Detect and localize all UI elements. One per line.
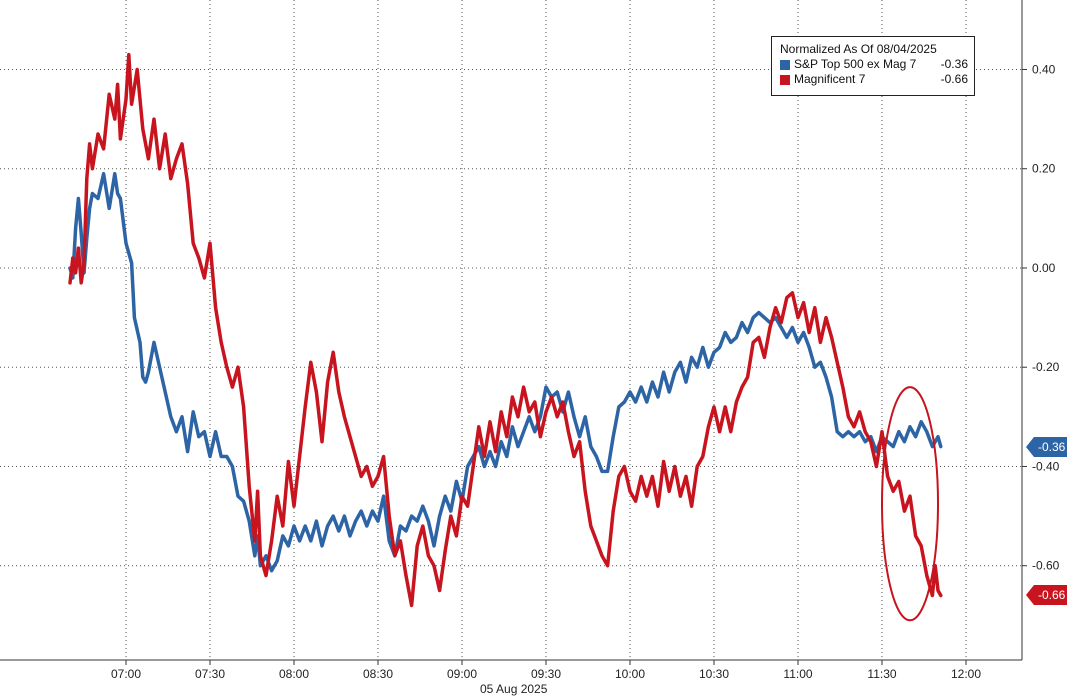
legend-title: Normalized As Of 08/04/2025 — [780, 42, 937, 56]
y-tick-label: 0.20 — [1032, 162, 1056, 176]
y-tick-label: 0.40 — [1032, 62, 1056, 76]
y-tick-label: -0.60 — [1032, 559, 1060, 573]
x-tick-label: 09:00 — [447, 667, 477, 681]
legend-entry-sp500-ex-mag7: S&P Top 500 ex Mag 7 -0.36 — [780, 57, 968, 72]
series-layer — [68, 52, 943, 608]
x-axis-tick-labels: 07:00 07:30 08:00 08:30 09:00 09:30 10:00 10:30… — [111, 667, 981, 681]
last-value-tag-sp500-ex-mag7: -0.36 — [1025, 436, 1067, 457]
y-tick-label: 0.00 — [1032, 261, 1056, 275]
legend: Normalized As Of 08/04/2025 S&P Top 500 … — [771, 36, 975, 96]
annotation-layer — [881, 386, 939, 622]
legend-swatch-magnificent-7 — [780, 74, 790, 85]
legend-series-name: Magnificent 7 — [794, 72, 866, 86]
x-tick-label: 11:00 — [783, 667, 812, 681]
legend-entry-magnificent-7: Magnificent 7 -0.66 — [780, 72, 968, 87]
y-tick-label: -0.40 — [1032, 459, 1060, 473]
x-tick-label: 07:30 — [195, 667, 225, 681]
legend-series-name: S&P Top 500 ex Mag 7 — [794, 57, 917, 71]
y-tick-label: -0.20 — [1032, 360, 1060, 374]
series-line-sp500-ex-mag7 — [68, 171, 943, 573]
x-tick-label: 08:00 — [279, 667, 309, 681]
last-value-tag-magnificent-7: -0.66 — [1025, 585, 1067, 606]
y-axis-tick-labels: 0.40 0.20 0.00 -0.20 -0.40 -0.60 — [1032, 62, 1060, 572]
legend-swatch-sp500-ex-mag7 — [780, 59, 790, 70]
x-tick-label: 08:30 — [363, 667, 393, 681]
x-tick-label: 07:00 — [111, 667, 141, 681]
x-tick-label: 10:00 — [615, 667, 645, 681]
series-line-magnificent-7 — [68, 52, 943, 608]
x-tick-label: 09:30 — [531, 667, 561, 681]
x-axis-date-label: 05 Aug 2025 — [480, 682, 548, 696]
legend-series-value: -0.66 — [940, 72, 968, 86]
highlight-ellipse — [881, 386, 939, 622]
legend-series-value: -0.36 — [940, 57, 968, 71]
x-tick-label: 10:30 — [699, 667, 729, 681]
x-tick-label: 11:30 — [867, 667, 896, 681]
x-tick-label: 12:00 — [951, 667, 981, 681]
axes — [0, 0, 1027, 665]
